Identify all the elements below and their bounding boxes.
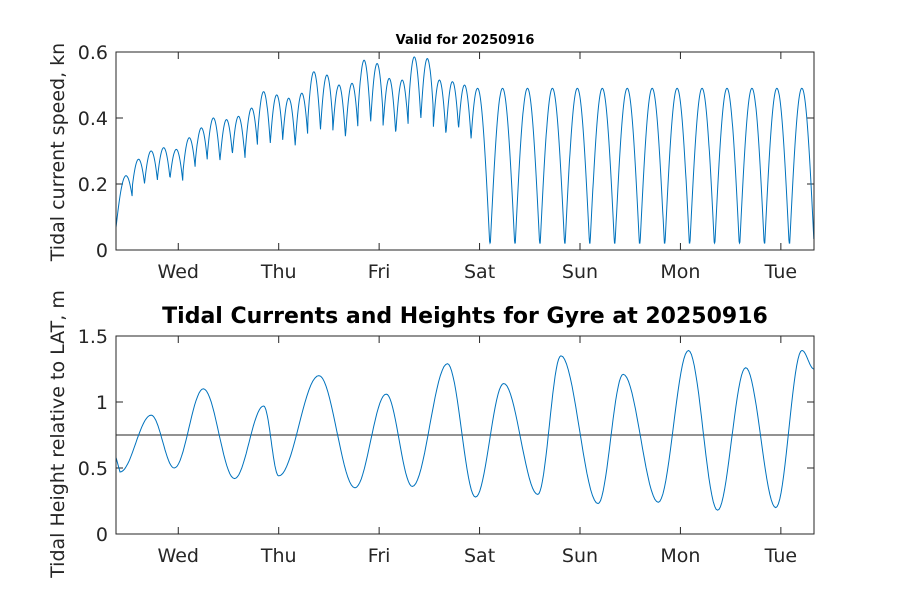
- x-tick-label: Fri: [368, 545, 391, 567]
- y-tick-label: 0: [96, 524, 108, 546]
- current-speed-series-line: [115, 56, 815, 245]
- y-tick-label: 0: [96, 240, 108, 262]
- y-tick-label: 0.5: [78, 458, 108, 480]
- x-tick-label: Thu: [260, 545, 297, 567]
- current-y-axis-label: Tidal current speed, kn: [47, 43, 69, 262]
- x-tick-label: Tue: [764, 261, 797, 283]
- x-tick-label: Thu: [260, 261, 297, 283]
- current-speed-axes: Valid for 20250916 Tidal current speed, …: [47, 33, 815, 283]
- tidal-height-series-line: [115, 349, 815, 511]
- height-y-axis-label: Tidal Height relative to LAT, m: [47, 290, 69, 579]
- y-tick-label: 1: [96, 392, 108, 414]
- x-tick-label: Mon: [660, 261, 700, 283]
- x-tick-label: Mon: [660, 545, 700, 567]
- current-chart-title: Valid for 20250916: [396, 33, 535, 48]
- y-tick-label: 0.4: [78, 108, 108, 130]
- x-tick-label: Wed: [158, 545, 199, 567]
- x-tick-label: Sat: [464, 545, 495, 567]
- x-tick-label: Wed: [158, 261, 199, 283]
- y-tick-label: 0.6: [78, 42, 108, 64]
- y-tick-label: 1.5: [78, 326, 108, 348]
- height-plot-frame: [115, 335, 815, 535]
- x-tick-label: Fri: [368, 261, 391, 283]
- height-chart-title: Tidal Currents and Heights for Gyre at 2…: [162, 304, 768, 329]
- tidal-height-axes: Tidal Currents and Heights for Gyre at 2…: [47, 290, 815, 579]
- current-plot-frame: [115, 51, 815, 251]
- x-tick-label: Tue: [764, 545, 797, 567]
- x-tick-label: Sun: [562, 545, 598, 567]
- y-tick-label: 0.2: [78, 174, 108, 196]
- x-tick-label: Sat: [464, 261, 495, 283]
- x-tick-label: Sun: [562, 261, 598, 283]
